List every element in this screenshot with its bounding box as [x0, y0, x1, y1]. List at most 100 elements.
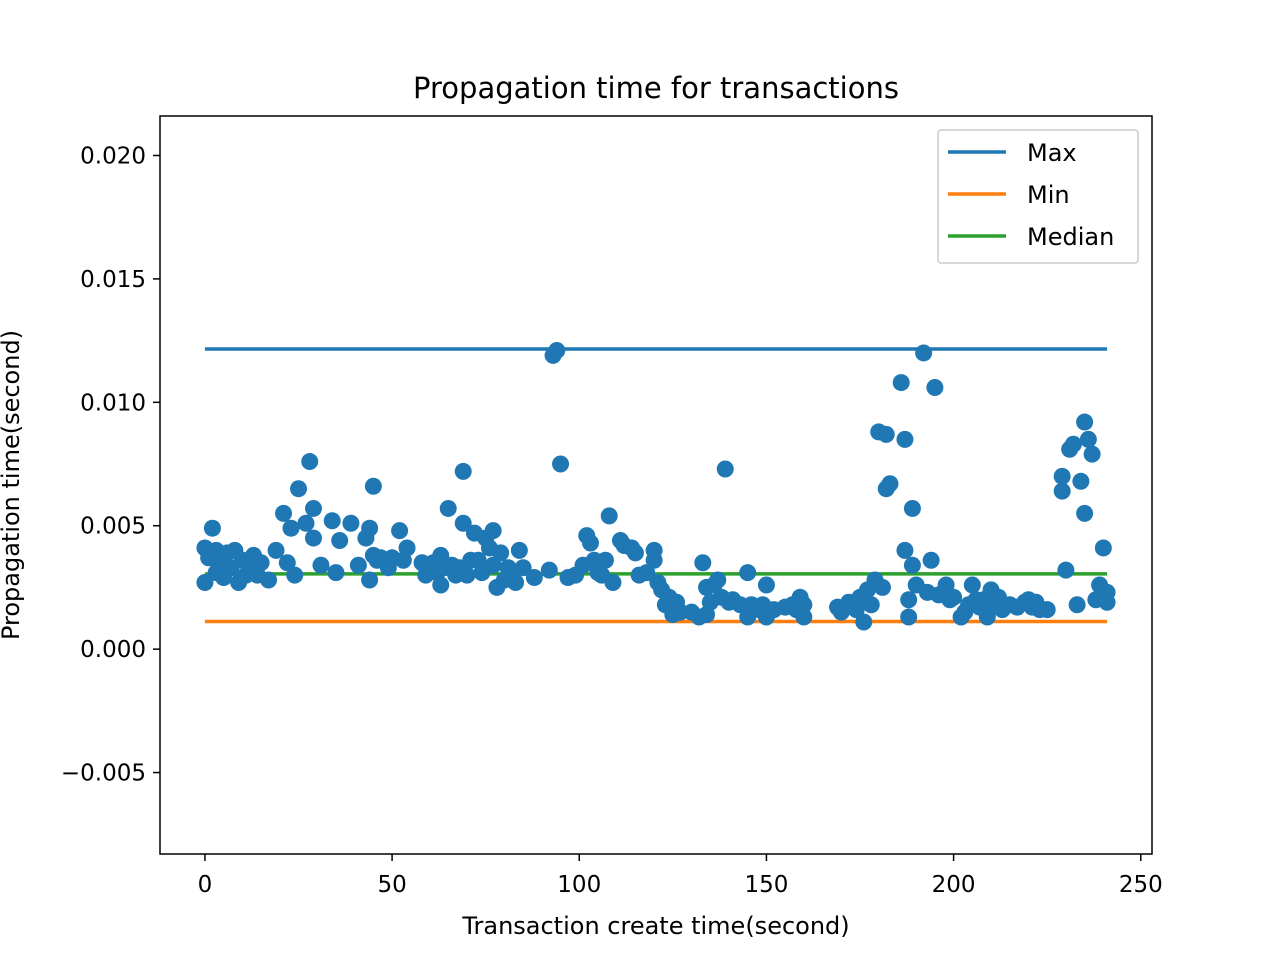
scatter-point: [1098, 583, 1116, 601]
scatter-point: [892, 374, 910, 392]
scatter-point: [795, 596, 813, 614]
scatter-point: [903, 499, 921, 517]
legend-box: [937, 129, 1139, 264]
scatter-point: [716, 460, 734, 478]
scatter-point: [645, 551, 663, 569]
scatter-point: [458, 566, 476, 584]
scatter-point: [1076, 413, 1094, 431]
x-tick-label: 200: [932, 872, 976, 898]
scatter-point: [552, 455, 570, 473]
scatter-point: [454, 514, 472, 532]
plot-frame: [159, 115, 1153, 855]
scatter-point: [877, 425, 895, 443]
scatter-point: [978, 608, 996, 626]
scatter-point: [1068, 596, 1086, 614]
scatter-point: [915, 344, 933, 362]
scatter-point: [900, 608, 918, 626]
scatter-point: [286, 566, 304, 584]
scatter-point: [278, 554, 296, 572]
x-tick-label: 100: [557, 872, 601, 898]
x-axis-label: Transaction create time(second): [461, 912, 849, 940]
scatter-point: [507, 573, 525, 591]
scatter-point: [203, 519, 221, 537]
x-tick-label: 0: [198, 872, 213, 898]
scatter-point: [484, 556, 502, 574]
scatter-point: [304, 529, 322, 547]
scatter-point: [342, 514, 360, 532]
y-tick-label: 0.020: [80, 143, 146, 169]
scatter-point: [304, 499, 322, 517]
scatter-point: [638, 564, 656, 582]
scatter-point: [881, 475, 899, 493]
scatter-point: [432, 576, 450, 594]
legend-label-min: Min: [1027, 181, 1070, 209]
scatter-point: [361, 519, 379, 537]
y-tick-label: −0.005: [61, 761, 146, 787]
scatter-point: [290, 480, 308, 498]
scatter-point: [525, 569, 543, 587]
scatter-point: [484, 522, 502, 540]
y-axis: −0.005 0.000 0.005 0.010 0.015 0.020: [61, 143, 160, 787]
scatter-point: [926, 379, 944, 397]
scatter-point: [312, 556, 330, 574]
scatter-point: [349, 556, 367, 574]
scatter-point: [327, 564, 345, 582]
scatter-point: [297, 514, 315, 532]
scatter-point: [862, 596, 880, 614]
scatter-point: [282, 519, 300, 537]
scatter-point: [896, 430, 914, 448]
scatter-point: [391, 522, 409, 540]
scatter-point: [963, 576, 981, 594]
legend-label-max: Max: [1027, 139, 1077, 167]
y-axis-label: Propagation time(second): [0, 330, 25, 640]
x-tick-label: 150: [744, 872, 788, 898]
scatter-point: [1079, 430, 1097, 448]
scatter-point: [1083, 445, 1101, 463]
scatter-point: [945, 588, 963, 606]
scatter-point: [1053, 482, 1071, 500]
scatter-point: [922, 551, 940, 569]
scatter-point: [855, 613, 873, 631]
scatter-point: [1072, 472, 1090, 490]
scatter-point: [364, 477, 382, 495]
scatter-point: [596, 551, 614, 569]
scatter-point: [361, 571, 379, 589]
x-tick-label: 50: [377, 872, 406, 898]
y-tick-label: 0.015: [80, 267, 146, 293]
x-tick-label: 250: [1119, 872, 1163, 898]
scatter-point: [709, 571, 727, 589]
scatter-point: [604, 573, 622, 591]
scatter-point: [540, 561, 558, 579]
scatter-point: [937, 576, 955, 594]
scatter-point: [510, 541, 528, 559]
scatter-point: [514, 559, 532, 577]
scatter-point: [903, 556, 921, 574]
scatter-point: [896, 541, 914, 559]
scatter-point: [600, 507, 618, 525]
scatter-point: [267, 541, 285, 559]
scatter-point: [1064, 435, 1082, 453]
scatter-point: [492, 544, 510, 562]
y-tick-label: 0.010: [80, 390, 146, 416]
scatter-point: [1053, 467, 1071, 485]
scatter-point: [1076, 504, 1094, 522]
scatter-point: [196, 573, 214, 591]
scatter-point: [548, 341, 566, 359]
scatter-point: [739, 564, 757, 582]
scatter-point: [1057, 561, 1075, 579]
scatter-point: [331, 532, 349, 550]
scatter-point: [626, 544, 644, 562]
scatter-point: [1038, 601, 1056, 619]
scatter-point: [581, 534, 599, 552]
scatter-point: [795, 608, 813, 626]
scatter-point: [900, 591, 918, 609]
plot-area: [196, 341, 1116, 631]
scatter-point: [323, 512, 341, 530]
scatter-point: [757, 576, 775, 594]
legend: Max Min Median: [937, 129, 1139, 264]
scatter-point: [439, 499, 457, 517]
chart-title: Propagation time for transactions: [413, 71, 899, 105]
scatter-point: [873, 578, 891, 596]
scatter-point: [260, 571, 278, 589]
